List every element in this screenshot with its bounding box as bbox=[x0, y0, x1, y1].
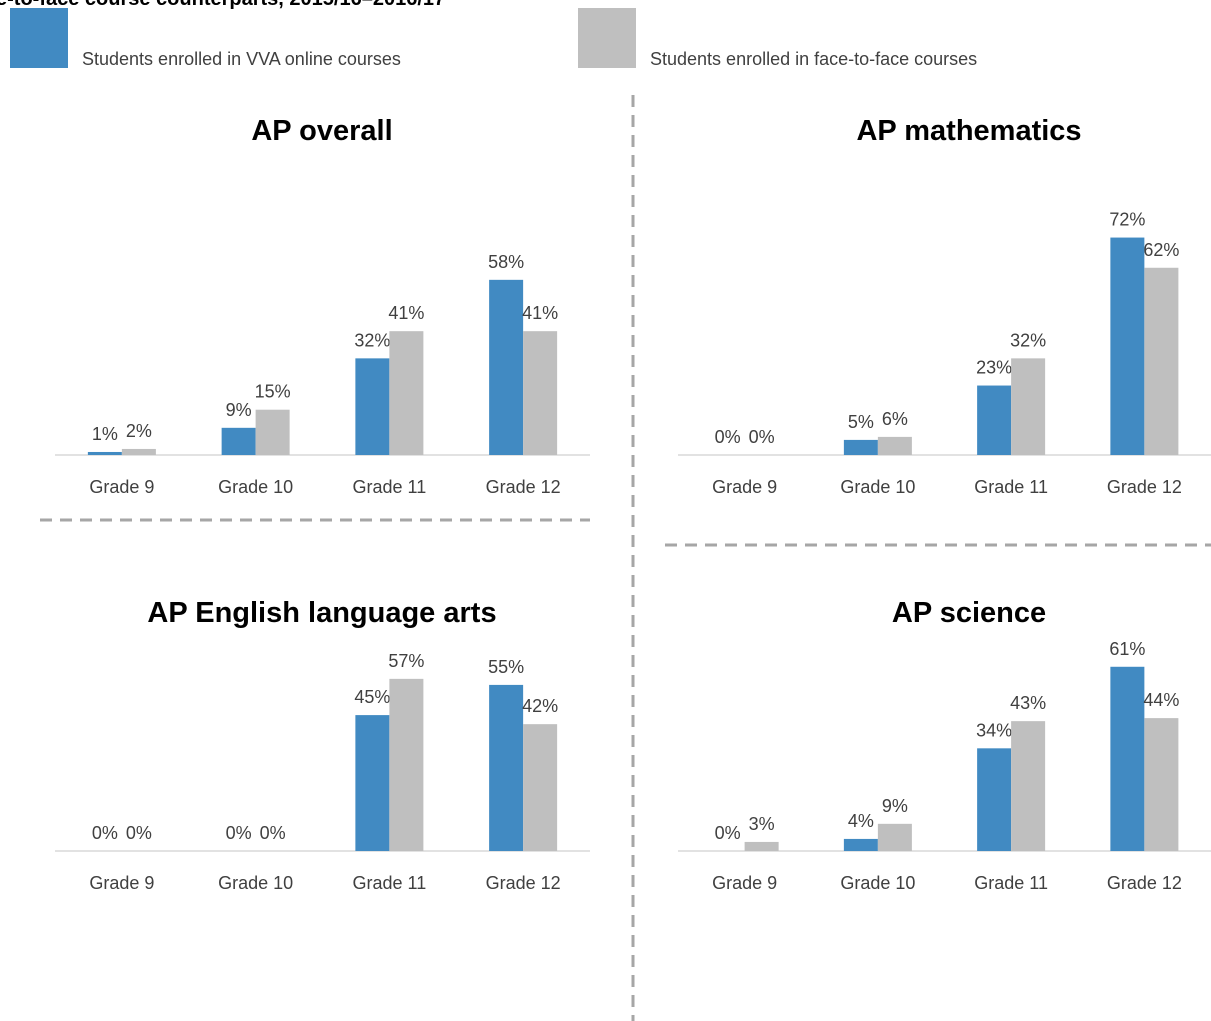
value-label: 0% bbox=[715, 427, 741, 447]
bar bbox=[489, 684, 524, 851]
value-label: 41% bbox=[522, 303, 558, 323]
x-tick-label: Grade 12 bbox=[486, 477, 561, 497]
value-label: 0% bbox=[92, 823, 118, 843]
value-label: 1% bbox=[92, 424, 118, 444]
x-tick-label: Grade 11 bbox=[974, 873, 1048, 893]
x-tick-label: Grade 10 bbox=[218, 477, 293, 497]
value-label: 15% bbox=[255, 382, 291, 402]
x-tick-label: Grade 9 bbox=[712, 873, 777, 893]
x-tick-label: Grade 11 bbox=[353, 477, 427, 497]
value-label: 9% bbox=[226, 400, 252, 420]
legend-swatch bbox=[578, 8, 636, 68]
value-label: 44% bbox=[1143, 690, 1179, 710]
bar bbox=[843, 439, 878, 455]
bar bbox=[1011, 358, 1046, 455]
x-tick-label: Grade 12 bbox=[1107, 873, 1182, 893]
bar bbox=[355, 358, 390, 455]
value-label: 0% bbox=[226, 823, 252, 843]
value-label: 6% bbox=[882, 409, 908, 429]
value-label: 45% bbox=[354, 687, 390, 707]
bar bbox=[523, 331, 558, 455]
bar bbox=[121, 448, 156, 455]
value-label: 72% bbox=[1109, 210, 1145, 230]
value-label: 3% bbox=[749, 814, 775, 834]
legend-swatch bbox=[10, 8, 68, 68]
bar bbox=[977, 385, 1012, 455]
x-tick-label: Grade 12 bbox=[486, 873, 561, 893]
x-tick-label: Grade 11 bbox=[974, 477, 1048, 497]
panel-title: AP English language arts bbox=[147, 597, 496, 629]
value-label: 32% bbox=[354, 330, 390, 350]
value-label: 41% bbox=[388, 303, 424, 323]
value-label: 61% bbox=[1109, 639, 1145, 659]
value-label: 42% bbox=[522, 696, 558, 716]
bar bbox=[1144, 718, 1179, 851]
bar bbox=[389, 678, 424, 851]
value-label: 43% bbox=[1010, 693, 1046, 713]
bar bbox=[523, 724, 558, 851]
bar bbox=[221, 427, 256, 455]
panel-title: AP overall bbox=[251, 115, 392, 147]
bar bbox=[1011, 721, 1046, 851]
value-label: 34% bbox=[976, 720, 1012, 740]
value-label: 5% bbox=[848, 412, 874, 432]
bar bbox=[744, 841, 779, 851]
chart-title: e-to-face course counterparts, 2015/16–2… bbox=[0, 0, 445, 10]
value-label: 55% bbox=[488, 657, 524, 677]
x-tick-label: Grade 12 bbox=[1107, 477, 1182, 497]
legend-label: Students enrolled in VVA online courses bbox=[82, 49, 401, 69]
bar bbox=[843, 838, 878, 851]
x-tick-label: Grade 9 bbox=[89, 873, 154, 893]
value-label: 23% bbox=[976, 358, 1012, 378]
legend-label: Students enrolled in face-to-face course… bbox=[650, 49, 977, 69]
value-label: 2% bbox=[126, 421, 152, 441]
bar bbox=[355, 715, 390, 851]
value-label: 4% bbox=[848, 811, 874, 831]
value-label: 0% bbox=[260, 823, 286, 843]
bar bbox=[255, 409, 290, 455]
panel-title: AP mathematics bbox=[856, 115, 1081, 147]
value-label: 58% bbox=[488, 252, 524, 272]
bar bbox=[489, 279, 524, 455]
value-label: 0% bbox=[715, 823, 741, 843]
bar bbox=[877, 823, 912, 851]
bar bbox=[1144, 267, 1179, 455]
x-tick-label: Grade 9 bbox=[712, 477, 777, 497]
bar bbox=[87, 451, 122, 455]
bar bbox=[1110, 666, 1145, 851]
value-label: 0% bbox=[126, 823, 152, 843]
x-tick-label: Grade 11 bbox=[353, 873, 427, 893]
x-tick-label: Grade 10 bbox=[840, 477, 915, 497]
x-tick-label: Grade 9 bbox=[89, 477, 154, 497]
bar bbox=[389, 331, 424, 455]
x-tick-label: Grade 10 bbox=[218, 873, 293, 893]
value-label: 32% bbox=[1010, 330, 1046, 350]
value-label: 62% bbox=[1143, 240, 1179, 260]
bar bbox=[1110, 237, 1145, 455]
value-label: 9% bbox=[882, 796, 908, 816]
value-label: 57% bbox=[388, 651, 424, 671]
value-label: 0% bbox=[749, 427, 775, 447]
panel-title: AP science bbox=[892, 597, 1046, 629]
x-tick-label: Grade 10 bbox=[840, 873, 915, 893]
bar bbox=[977, 748, 1012, 851]
bar bbox=[877, 436, 912, 455]
